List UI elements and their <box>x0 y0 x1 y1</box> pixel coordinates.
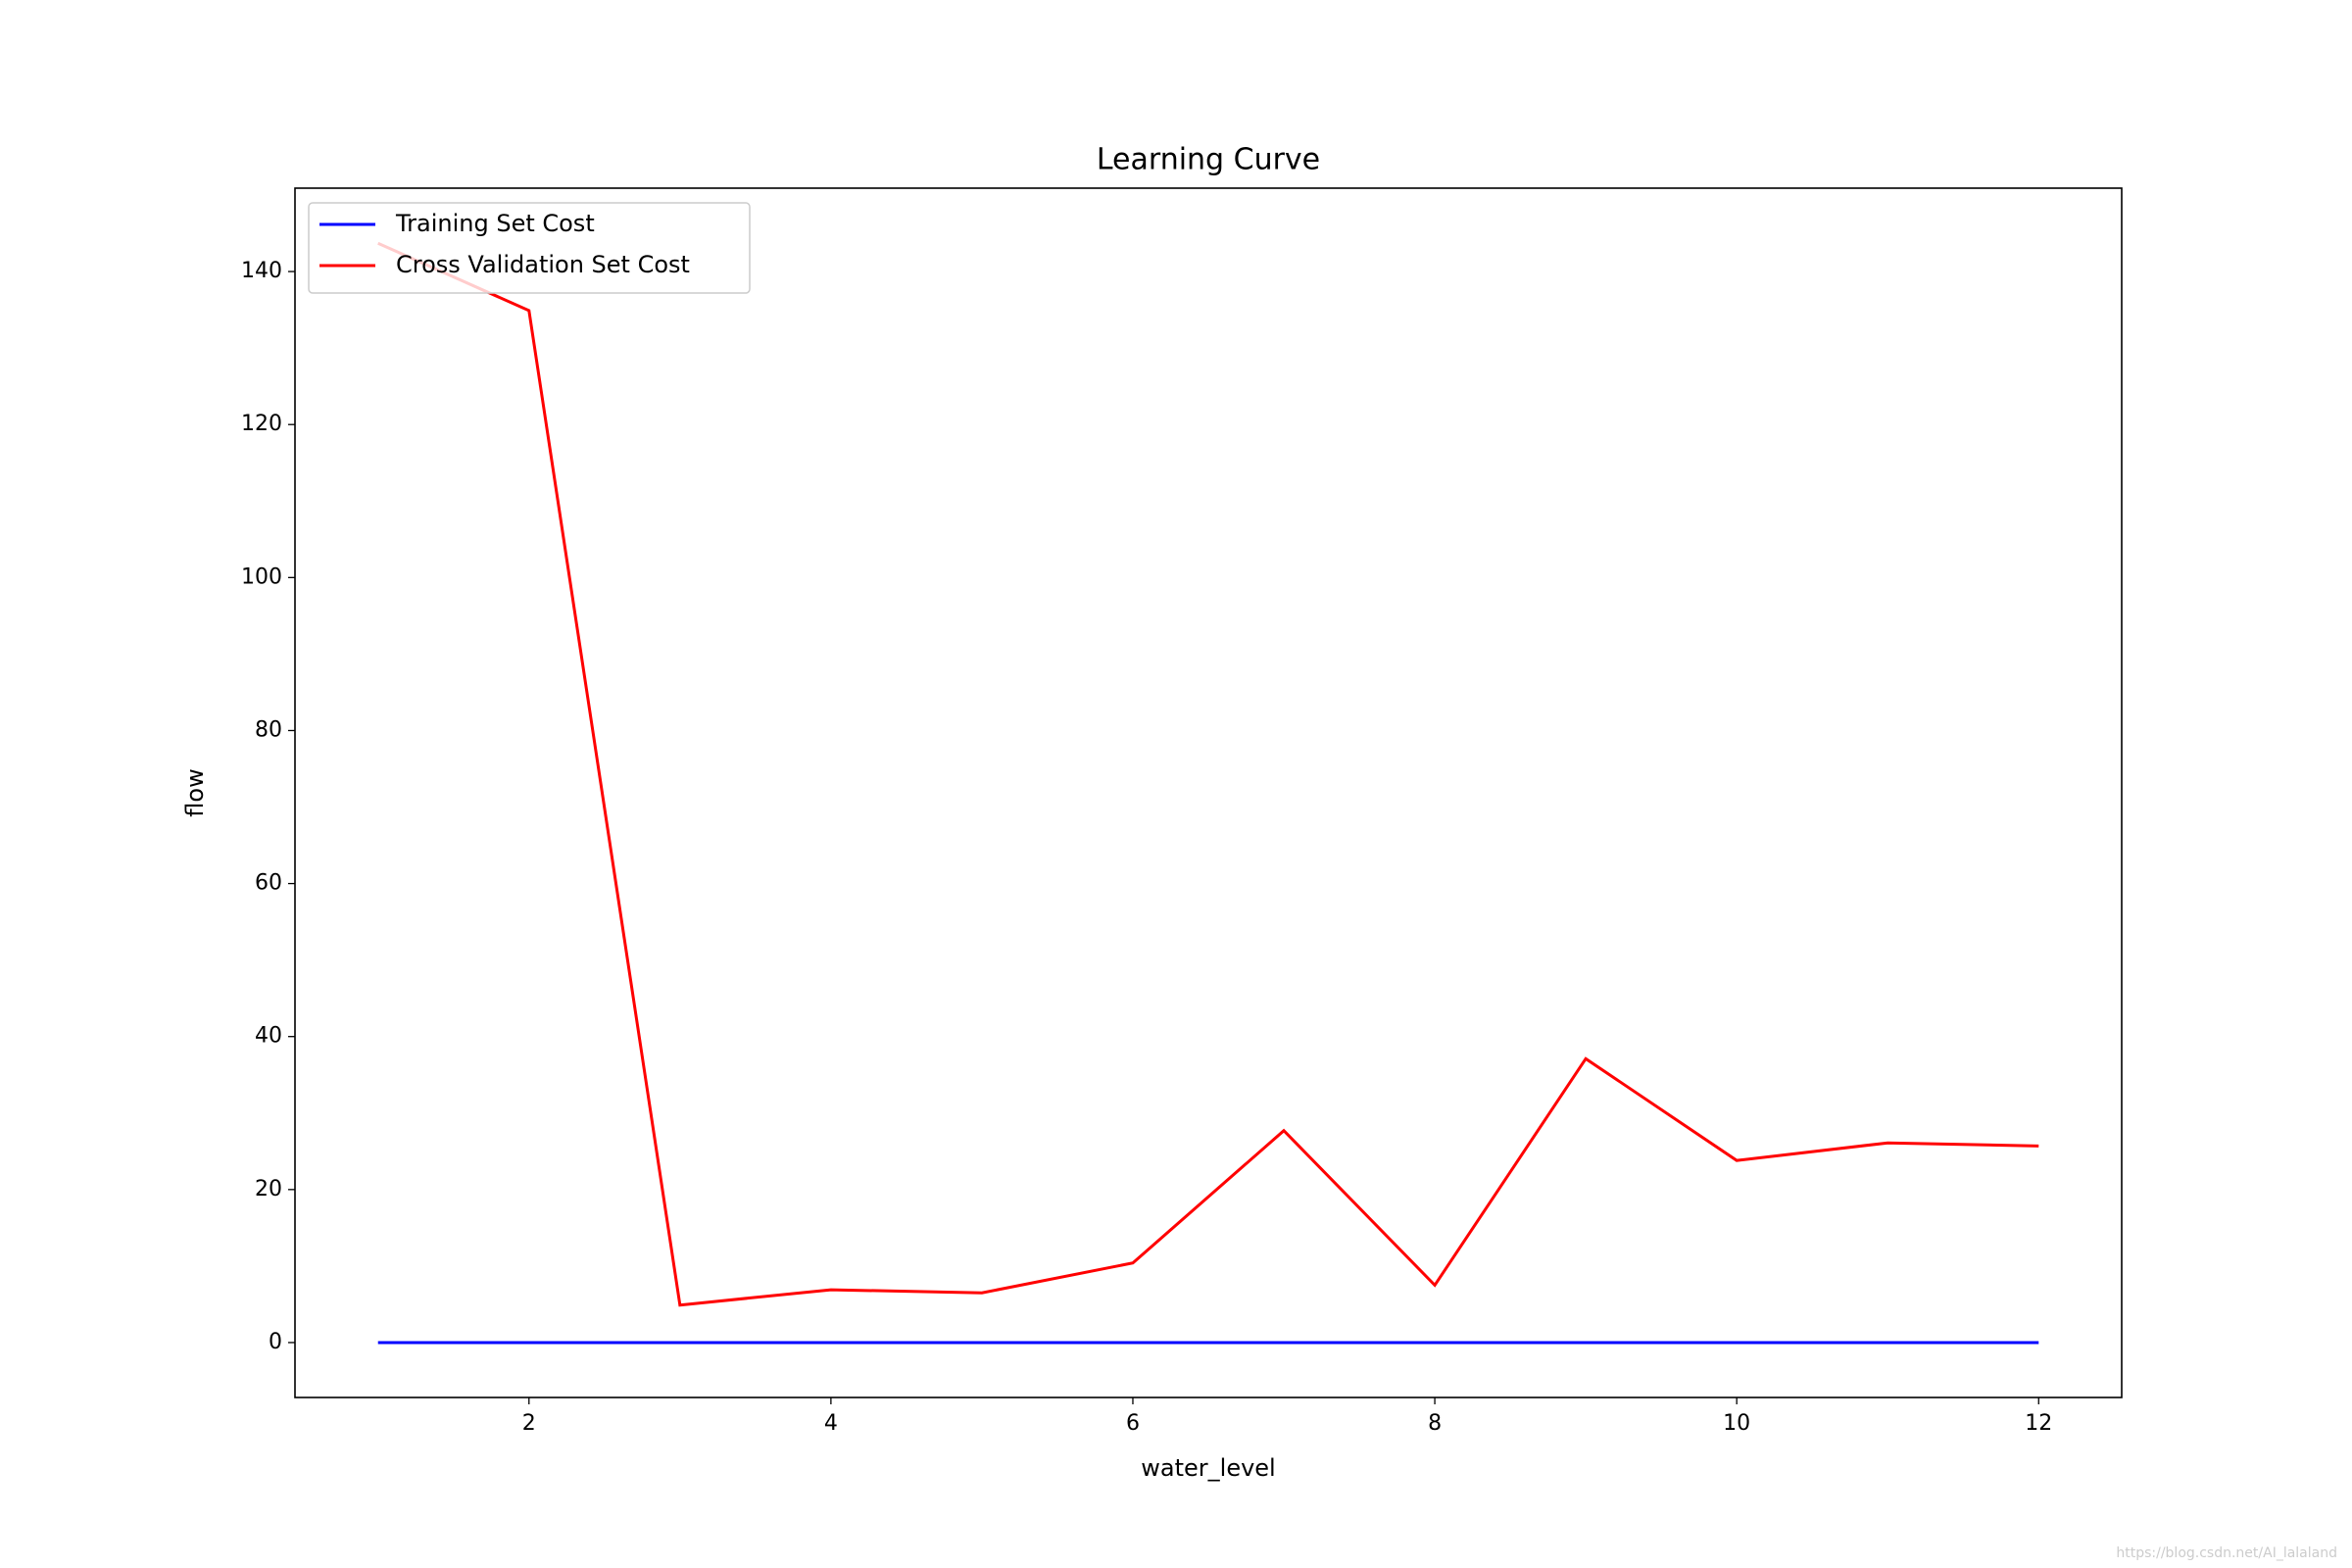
watermark: https://blog.csdn.net/AI_lalaland <box>2116 1545 2337 1561</box>
y-tick-label: 0 <box>269 1330 282 1354</box>
legend-box <box>308 202 751 294</box>
y-axis-label: flow <box>181 768 209 816</box>
legend-label: Cross Validation Set Cost <box>396 251 690 278</box>
x-tick-label: 4 <box>824 1411 838 1436</box>
legend-label: Training Set Cost <box>395 210 595 237</box>
x-tick-label: 2 <box>522 1411 536 1436</box>
x-axis-label: water_level <box>1141 1454 1275 1482</box>
x-tick-label: 10 <box>1723 1411 1750 1436</box>
y-tick-label: 140 <box>241 259 282 283</box>
y-tick-label: 80 <box>255 717 282 742</box>
y-tick-label: 60 <box>255 871 282 896</box>
x-tick-label: 8 <box>1428 1411 1442 1436</box>
y-tick-label: 100 <box>241 564 282 589</box>
x-tick-label: 6 <box>1126 1411 1140 1436</box>
x-tick-label: 12 <box>2025 1411 2052 1436</box>
series-line <box>377 241 2039 1307</box>
chart-title: Learning Curve <box>1097 143 1320 177</box>
y-tick-label: 120 <box>241 412 282 436</box>
plot-frame <box>294 187 2123 1398</box>
y-tick-label: 20 <box>255 1177 282 1201</box>
y-tick-label: 40 <box>255 1024 282 1049</box>
